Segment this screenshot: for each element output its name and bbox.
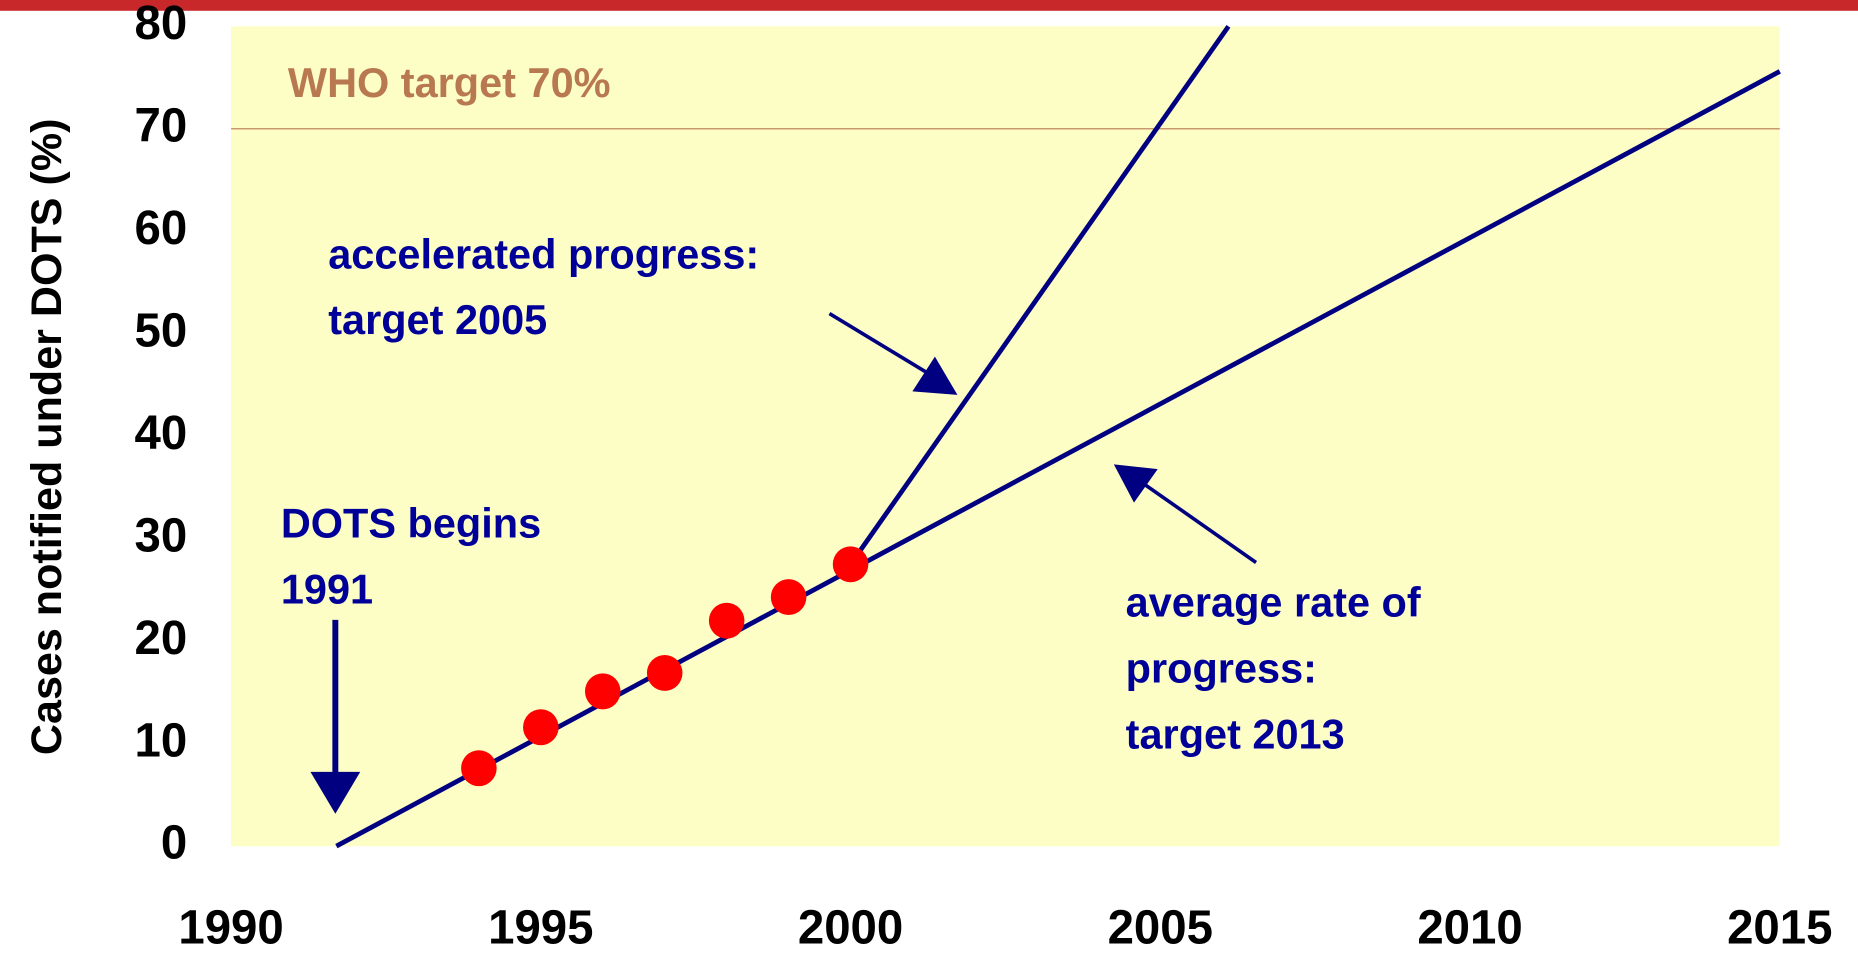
y-tick-label: 30 xyxy=(135,509,188,562)
x-tick-label: 1990 xyxy=(178,902,283,955)
y-tick-label: 10 xyxy=(135,714,188,767)
annotation: 1991 xyxy=(281,565,373,612)
data-point xyxy=(833,546,869,582)
y-tick-label: 80 xyxy=(135,0,188,50)
y-tick-label: 20 xyxy=(135,612,188,665)
y-tick-label: 0 xyxy=(161,817,187,870)
x-tick-label: 2000 xyxy=(798,902,903,955)
chart: Cases notified under DOTS (%) 0 10 20 30 40 5… xyxy=(0,0,1858,961)
annotation: DOTS begins xyxy=(281,499,541,546)
y-tick-label: 70 xyxy=(135,99,188,152)
x-tick-label: 2005 xyxy=(1108,902,1213,955)
data-point xyxy=(709,603,745,639)
y-tick-label: 40 xyxy=(135,407,188,460)
y-tick-label: 60 xyxy=(135,202,188,255)
data-point xyxy=(523,709,559,745)
annotation: accelerated progress: xyxy=(328,230,759,277)
annotation: target 2013 xyxy=(1126,710,1345,757)
data-point xyxy=(647,655,683,691)
annotation: target 2005 xyxy=(328,296,547,343)
data-point xyxy=(585,673,621,709)
top-banner xyxy=(0,0,1858,11)
y-tick-label: 50 xyxy=(135,304,188,357)
data-point xyxy=(461,750,497,786)
x-tick-label: 1995 xyxy=(488,902,593,955)
plot-area xyxy=(231,26,1780,846)
target-label: WHO target 70% xyxy=(288,59,611,106)
page: {"chart_data": { "type": "line", "y_labe… xyxy=(0,0,1858,961)
data-point xyxy=(771,579,807,615)
annotation: average rate of xyxy=(1126,578,1421,625)
y-axis-label: Cases notified under DOTS (%) xyxy=(23,119,71,756)
x-tick-label: 2015 xyxy=(1727,902,1832,955)
annotation: progress: xyxy=(1126,644,1317,691)
x-tick-label: 2010 xyxy=(1417,902,1522,955)
